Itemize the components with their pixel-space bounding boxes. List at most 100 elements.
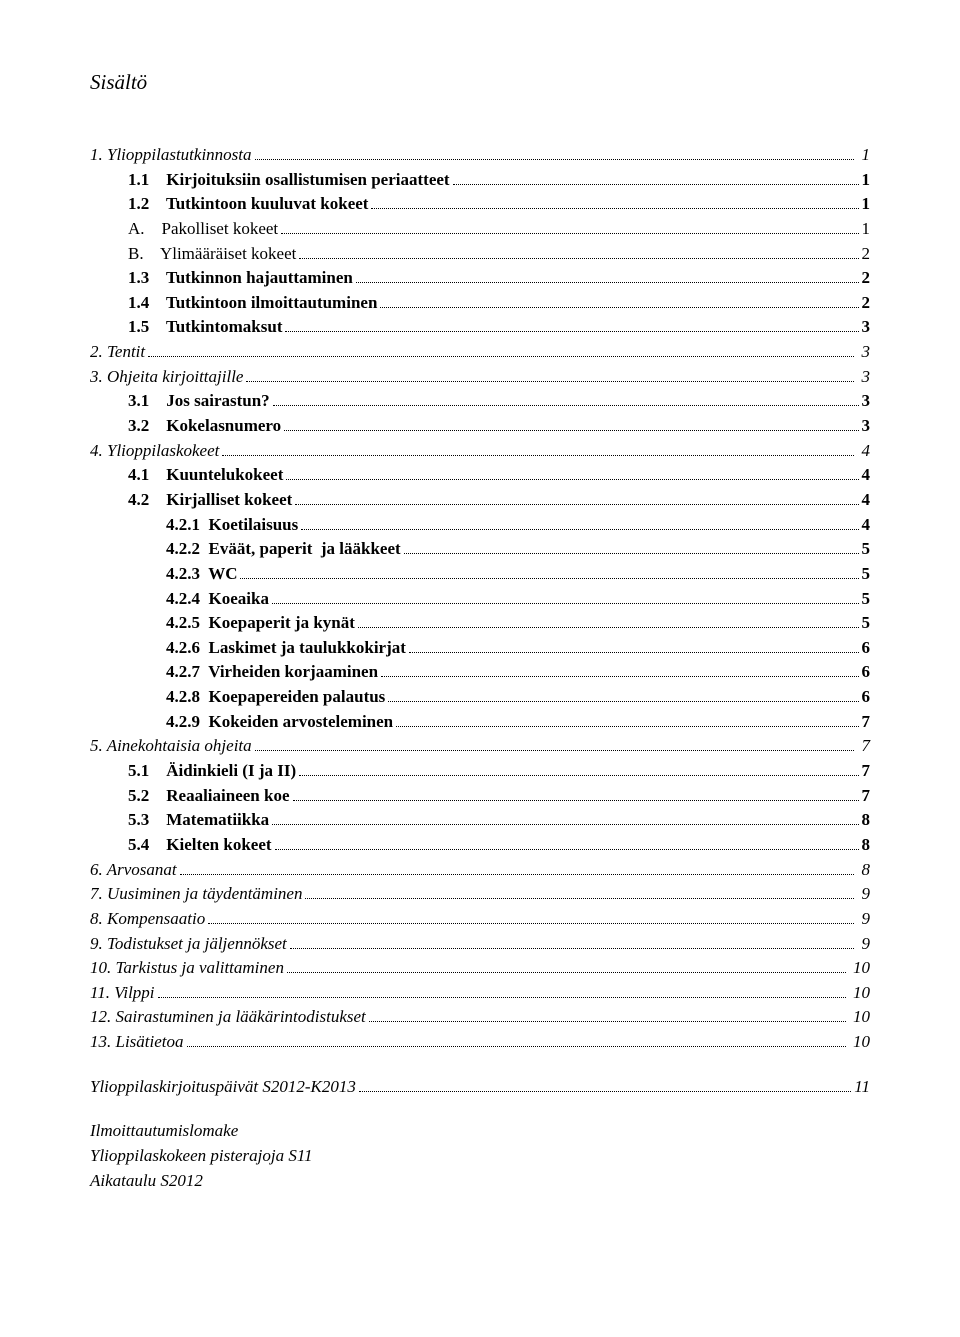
toc-row: 4. Ylioppilaskokeet 4: [90, 439, 870, 464]
toc-page: 5: [862, 611, 871, 636]
dot-leader: [356, 267, 859, 283]
toc-row: 4.2.1 Koetilaisuus 4: [90, 513, 870, 538]
dot-leader: [275, 834, 859, 850]
toc-label: 4.2.9 Kokeiden arvosteleminen: [166, 710, 393, 735]
toc-page: 4: [862, 488, 871, 513]
toc-page: 1: [862, 217, 871, 242]
toc-page: 7: [857, 734, 870, 759]
dot-leader: [295, 489, 858, 505]
footer-line: Ylioppilaskokeen pisterajoja S11: [90, 1144, 870, 1169]
dot-leader: [281, 218, 858, 234]
dot-leader: [388, 686, 858, 702]
toc-page: 7: [862, 784, 871, 809]
toc-row: 4.1 Kuuntelukokeet4: [90, 463, 870, 488]
toc-row: B. Ylimääräiset kokeet2: [90, 242, 870, 267]
appendix-row: Ylioppilaskirjoituspäivät S2012-K2013 11: [90, 1075, 870, 1100]
toc-page: 2: [862, 266, 871, 291]
toc-page: 10: [849, 981, 870, 1006]
toc-page: 5: [862, 537, 871, 562]
toc-row: 4.2.7 Virheiden korjaaminen6: [90, 660, 870, 685]
toc-page: 7: [862, 710, 871, 735]
dot-leader: [246, 365, 854, 381]
dot-leader: [255, 144, 855, 160]
toc-label: 1.5 Tutkintomaksut: [128, 315, 282, 340]
dot-leader: [359, 1075, 851, 1091]
toc-row: 5.2 Reaaliaineen koe 7: [90, 784, 870, 809]
dot-leader: [358, 612, 859, 628]
toc-row: 3.1 Jos sairastun?3: [90, 389, 870, 414]
toc-label: 5.1 Äidinkieli (I ja II): [128, 759, 296, 784]
dot-leader: [371, 193, 858, 209]
toc-page: 9: [857, 907, 870, 932]
toc-row: 7. Uusiminen ja täydentäminen 9: [90, 882, 870, 907]
toc-row: 13. Lisätietoa 10: [90, 1030, 870, 1055]
toc-row: 1.2 Tutkintoon kuuluvat kokeet1: [90, 192, 870, 217]
dot-leader: [404, 538, 859, 554]
toc-label: 3.1 Jos sairastun?: [128, 389, 270, 414]
toc-row: 1.5 Tutkintomaksut3: [90, 315, 870, 340]
toc-page: 10: [849, 1005, 870, 1030]
toc-row: 5. Ainekohtaisia ohjeita 7: [90, 734, 870, 759]
dot-leader: [255, 735, 855, 751]
toc-page: 8: [857, 858, 870, 883]
toc-page: 4: [862, 463, 871, 488]
toc-row: 4.2 Kirjalliset kokeet 4: [90, 488, 870, 513]
dot-leader: [180, 858, 855, 874]
dot-leader: [287, 957, 846, 973]
toc-row: 12. Sairastuminen ja lääkärintodistukset…: [90, 1005, 870, 1030]
toc-row: 2. Tentit 3: [90, 340, 870, 365]
dot-leader: [187, 1031, 846, 1047]
toc-label: 2. Tentit: [90, 340, 145, 365]
toc-row: 5.4 Kielten kokeet8: [90, 833, 870, 858]
toc-label: A. Pakolliset kokeet: [128, 217, 278, 242]
toc-label: 4.2.5 Koepaperit ja kynät: [166, 611, 355, 636]
toc-label: 1. Ylioppilastutkinnosta: [90, 143, 252, 168]
toc-row: 5.1 Äidinkieli (I ja II)7: [90, 759, 870, 784]
toc-page: 6: [862, 685, 871, 710]
toc-label: 4.2 Kirjalliset kokeet: [128, 488, 292, 513]
dot-leader: [273, 390, 859, 406]
dot-leader: [409, 637, 859, 653]
dot-leader: [299, 760, 858, 776]
toc-label: 4.2.1 Koetilaisuus: [166, 513, 298, 538]
toc-row: 9. Todistukset ja jäljennökset 9: [90, 932, 870, 957]
toc-row: 6. Arvosanat 8: [90, 858, 870, 883]
toc-page: 3: [862, 414, 871, 439]
toc-label: 12. Sairastuminen ja lääkärintodistukset: [90, 1005, 366, 1030]
toc-page: 4: [862, 513, 871, 538]
toc-label: 5.2 Reaaliaineen koe: [128, 784, 290, 809]
toc-label: 4.2.6 Laskimet ja taulukkokirjat: [166, 636, 406, 661]
toc-label: 5.4 Kielten kokeet: [128, 833, 272, 858]
toc-row: 3. Ohjeita kirjoittajille 3: [90, 365, 870, 390]
toc-label: 4. Ylioppilaskokeet: [90, 439, 219, 464]
dot-leader: [299, 242, 858, 258]
toc-label: 6. Arvosanat: [90, 858, 177, 883]
toc-label: 10. Tarkistus ja valittaminen: [90, 956, 284, 981]
toc-row: 8. Kompensaatio 9: [90, 907, 870, 932]
toc-page: 1: [857, 143, 870, 168]
toc-row: 4.2.2 Eväät, paperit ja lääkkeet5: [90, 537, 870, 562]
appendix-page: 11: [854, 1075, 870, 1100]
toc-page: 9: [857, 882, 870, 907]
toc-row: 5.3 Matematiikka8: [90, 808, 870, 833]
toc-page: 2: [862, 242, 871, 267]
dot-leader: [222, 439, 854, 455]
toc-page: 6: [862, 660, 871, 685]
toc-row: 4.2.6 Laskimet ja taulukkokirjat6: [90, 636, 870, 661]
toc-label: 1.1 Kirjoituksiin osallistumisen periaat…: [128, 168, 450, 193]
toc-page: 1: [862, 168, 871, 193]
dot-leader: [369, 1006, 846, 1022]
toc-label: 7. Uusiminen ja täydentäminen: [90, 882, 302, 907]
dot-leader: [301, 513, 858, 529]
toc-label: 4.2.4 Koeaika: [166, 587, 269, 612]
toc-label: 1.2 Tutkintoon kuuluvat kokeet: [128, 192, 368, 217]
dot-leader: [305, 883, 854, 899]
dot-leader: [380, 292, 858, 308]
dot-leader: [240, 563, 858, 579]
toc-row: 4.2.5 Koepaperit ja kynät 5: [90, 611, 870, 636]
toc-page: 4: [857, 439, 870, 464]
toc-row: A. Pakolliset kokeet 1: [90, 217, 870, 242]
dot-leader: [290, 932, 854, 948]
dot-leader: [148, 341, 854, 357]
toc-row: 1.1 Kirjoituksiin osallistumisen periaat…: [90, 168, 870, 193]
